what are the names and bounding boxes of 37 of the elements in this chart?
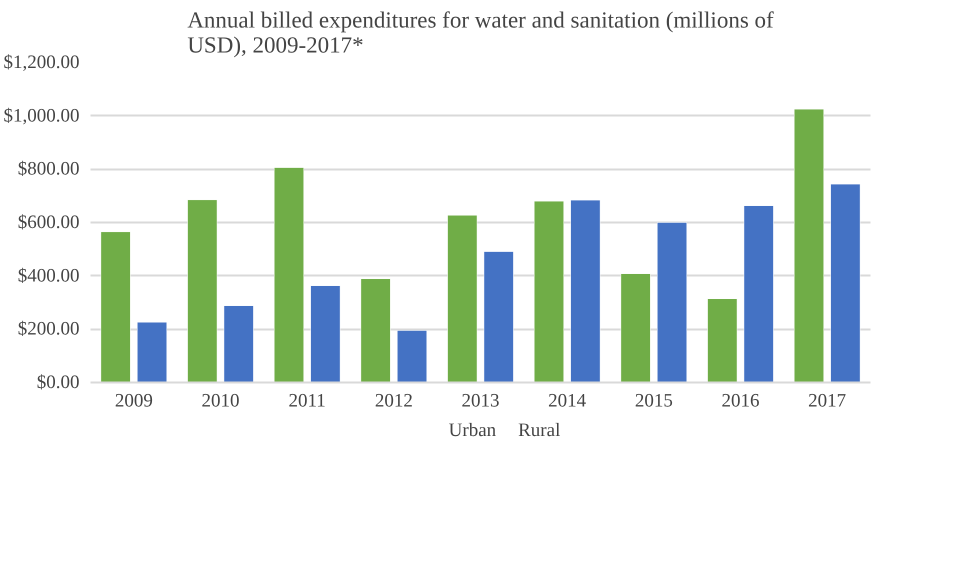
y-tick-label: $800.00 (18, 158, 80, 180)
bar (360, 278, 391, 382)
bar (534, 200, 564, 382)
bar (620, 273, 651, 382)
bar (830, 184, 860, 382)
bar (570, 200, 600, 382)
y-tick-label: $600.00 (18, 212, 80, 233)
x-tick-label: 2014 (548, 390, 587, 412)
y-tick-label: $0.00 (36, 372, 80, 393)
series-label: Rural (518, 420, 560, 442)
bar (310, 285, 340, 382)
x-tick-label: 2010 (202, 390, 240, 412)
bar (794, 108, 824, 382)
bar (707, 298, 738, 382)
y-tick-label: $1,000.00 (4, 105, 80, 126)
series-label: Urban (448, 420, 496, 442)
x-tick-label: 2017 (808, 390, 846, 412)
bar (224, 305, 254, 382)
bar (447, 215, 478, 382)
bar (100, 232, 131, 382)
bar (274, 167, 304, 382)
bar (187, 200, 218, 382)
bar (657, 222, 688, 382)
x-tick-label: 2012 (374, 390, 413, 412)
x-tick-label: 2016 (722, 390, 760, 412)
x-tick-label: 2013 (462, 390, 500, 412)
y-tick-label: $400.00 (18, 265, 80, 286)
bar (484, 251, 514, 382)
bar (397, 330, 428, 382)
x-tick-label: 2009 (114, 390, 153, 412)
bar (744, 205, 774, 382)
y-tick-label: $200.00 (18, 318, 80, 340)
bar (137, 322, 168, 382)
chart-title: Annual billed expenditures for water and sanitation (millions of USD), 2009-2017* (187, 8, 774, 58)
x-tick-label: 2011 (288, 390, 326, 412)
x-tick-label: 2015 (634, 390, 673, 412)
y-tick-label: $1,200.00 (4, 52, 80, 73)
